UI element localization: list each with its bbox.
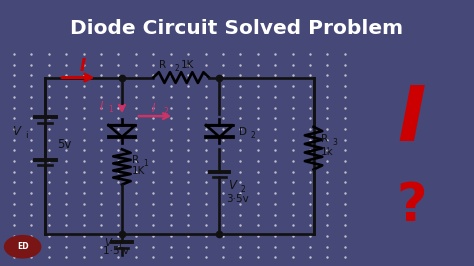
Circle shape xyxy=(5,236,41,258)
Text: D: D xyxy=(238,127,246,137)
Text: 2: 2 xyxy=(240,185,245,194)
Text: 2: 2 xyxy=(163,107,168,117)
Text: 1·5 v: 1·5 v xyxy=(103,246,129,256)
Text: V: V xyxy=(104,238,112,248)
Text: 2: 2 xyxy=(251,131,255,140)
Text: V: V xyxy=(12,125,20,138)
Text: Diode Circuit Solved Problem: Diode Circuit Solved Problem xyxy=(71,19,403,38)
Text: 1: 1 xyxy=(109,105,113,114)
Text: 1: 1 xyxy=(144,159,148,168)
Text: 1K: 1K xyxy=(181,60,194,70)
Text: ?: ? xyxy=(396,180,427,232)
Text: I: I xyxy=(99,100,103,113)
Text: 1k: 1k xyxy=(320,147,333,157)
Text: 1K: 1K xyxy=(132,166,145,176)
Text: 1: 1 xyxy=(117,241,121,250)
Text: I: I xyxy=(397,84,425,157)
Text: R: R xyxy=(132,155,139,165)
Text: V: V xyxy=(228,179,236,192)
Text: 3: 3 xyxy=(333,138,337,147)
Text: I: I xyxy=(152,102,155,115)
Text: ED: ED xyxy=(17,242,28,251)
Text: 3·5v: 3·5v xyxy=(226,194,248,204)
Text: I: I xyxy=(80,57,86,75)
Text: i: i xyxy=(25,131,27,140)
Text: R: R xyxy=(158,60,165,70)
Text: R: R xyxy=(320,134,328,144)
Text: 2: 2 xyxy=(174,64,179,73)
Text: 5v: 5v xyxy=(57,138,72,151)
